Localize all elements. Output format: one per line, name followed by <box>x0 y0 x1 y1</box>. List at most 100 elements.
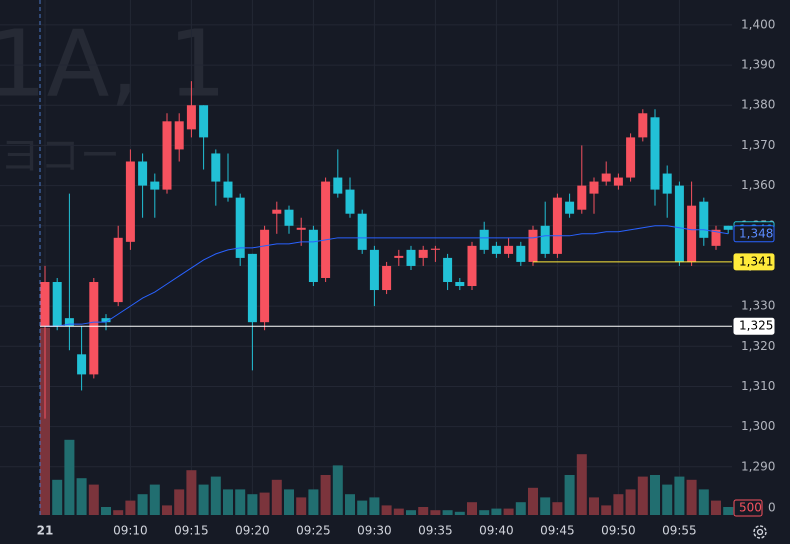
volume-bar <box>247 494 258 515</box>
y-tick-label: 1,360 <box>741 178 775 192</box>
candle-body <box>552 197 562 254</box>
watermark-sub: ヨコー <box>0 133 120 179</box>
volume-bar <box>491 508 502 515</box>
candle-body <box>540 225 550 254</box>
candle-body <box>272 209 282 214</box>
volume-bar <box>308 489 319 515</box>
candle-body <box>674 185 684 262</box>
candle-body <box>138 161 148 186</box>
candle-body <box>662 173 672 194</box>
x-tick-label: 21 <box>37 524 54 538</box>
candle-body <box>443 257 453 283</box>
candle-body <box>52 282 62 327</box>
x-tick-label: 09:35 <box>418 524 453 538</box>
candle-body <box>601 173 611 182</box>
volume-bar <box>149 484 160 515</box>
x-tick-label: 09:20 <box>235 524 270 538</box>
candle-body <box>101 318 111 323</box>
volume-bar <box>284 489 294 515</box>
volume-bar <box>674 476 685 515</box>
candle-body <box>626 137 636 178</box>
x-tick-label: 09:30 <box>357 524 392 538</box>
x-tick-label: 09:25 <box>296 524 331 538</box>
price-label-box <box>733 253 775 271</box>
candle-body <box>162 121 172 190</box>
volume-bar <box>479 510 490 515</box>
candle-body <box>723 225 733 230</box>
y-tick-label: 1,400 <box>741 17 775 31</box>
candles <box>40 81 733 419</box>
volume-bar <box>296 497 307 515</box>
volume-bar <box>64 439 75 515</box>
y-tick-label: 1,320 <box>741 339 775 353</box>
price-label: 1,348 <box>739 226 773 240</box>
volume-bar <box>271 479 282 515</box>
volume-bar <box>430 510 441 515</box>
volume-bar <box>52 479 63 515</box>
volume-bar <box>88 484 99 515</box>
volume-bar <box>564 475 575 515</box>
volume-bar <box>528 487 538 515</box>
candle-body <box>589 181 599 194</box>
volume-bar <box>625 489 636 515</box>
volume-bar <box>332 465 343 515</box>
candle-body <box>638 113 648 138</box>
volume-bar <box>698 489 709 515</box>
volume-bar <box>662 484 673 515</box>
volume-bar <box>540 497 551 515</box>
volume-bar <box>198 484 209 515</box>
candle-body <box>345 189 355 214</box>
volume-bar <box>393 508 404 515</box>
volume-bar <box>613 494 624 515</box>
candle-body <box>357 213 367 250</box>
volume-bar <box>162 505 172 515</box>
volume-tick-label: 0 <box>768 501 776 515</box>
x-tick-label: 09:10 <box>113 524 148 538</box>
candle-body <box>284 209 294 226</box>
y-tick-label: 1,330 <box>741 299 775 313</box>
candle-body <box>113 237 123 303</box>
x-tick-label: 09:45 <box>540 524 575 538</box>
candle-body <box>186 105 196 130</box>
volume-bar <box>223 489 233 515</box>
volume-bar <box>210 476 221 515</box>
y-tick-label: 1,390 <box>741 58 775 72</box>
candle-body <box>565 201 575 214</box>
volume-bar <box>76 478 87 515</box>
candle-body <box>296 227 306 230</box>
candle-body <box>125 161 135 242</box>
x-tick-label: 09:15 <box>174 524 209 538</box>
volume-layer <box>40 327 734 515</box>
candle-body <box>394 255 404 258</box>
candle-body <box>77 354 87 375</box>
candle-body <box>333 177 343 194</box>
price-label: 1,341 <box>739 254 773 268</box>
candle-body <box>369 249 379 291</box>
candle-body <box>516 245 526 262</box>
candle-body <box>199 105 209 138</box>
y-tick-label: 1,290 <box>741 459 775 473</box>
volume-bar <box>442 510 453 515</box>
candle-body <box>711 229 721 246</box>
volume-bar <box>576 454 587 515</box>
candle-body <box>467 245 477 287</box>
volume-bar <box>320 475 331 515</box>
candle-body <box>40 282 50 327</box>
volume-bar <box>552 502 563 515</box>
price-label-box <box>733 225 775 243</box>
volume-bar <box>186 470 197 515</box>
volume-bar <box>454 511 465 515</box>
volume-bar <box>357 500 368 515</box>
volume-bar <box>467 502 477 515</box>
settings-icon[interactable] <box>753 525 767 539</box>
candle-body <box>247 253 257 323</box>
volume-bar <box>235 489 246 515</box>
candle-body <box>235 197 245 258</box>
candle-body <box>260 229 270 323</box>
grid <box>0 0 732 515</box>
candle-body <box>211 153 221 182</box>
candle-body <box>528 229 538 262</box>
